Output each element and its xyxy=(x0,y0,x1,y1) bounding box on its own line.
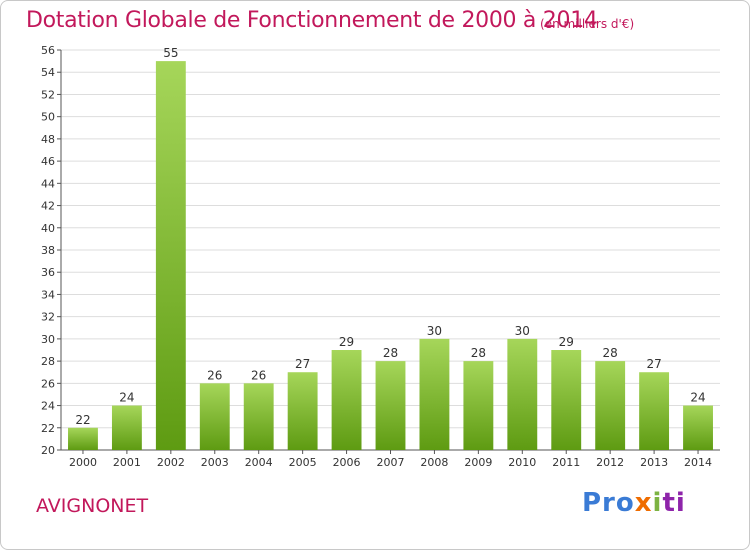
ytick-label-30: 30 xyxy=(41,333,55,346)
xtick-label-2005: 2005 xyxy=(289,456,317,469)
value-label-2005: 27 xyxy=(295,357,310,371)
logo-part-1: Pro xyxy=(582,488,635,518)
value-label-2004: 26 xyxy=(251,368,266,382)
ytick-label-26: 26 xyxy=(41,377,55,390)
bar-2005 xyxy=(287,372,318,450)
logo-part-4: ti xyxy=(662,488,686,518)
value-label-2002: 55 xyxy=(163,46,178,60)
value-label-2011: 29 xyxy=(559,335,574,349)
value-label-2007: 28 xyxy=(383,346,398,360)
ytick-label-34: 34 xyxy=(41,288,55,301)
ytick-label-38: 38 xyxy=(41,244,55,257)
ytick-label-44: 44 xyxy=(41,177,55,190)
ytick-label-20: 20 xyxy=(41,444,55,457)
logo-part-2: x xyxy=(634,488,653,518)
xtick-label-2012: 2012 xyxy=(596,456,624,469)
bar-2001 xyxy=(111,405,142,450)
value-label-2013: 27 xyxy=(646,357,661,371)
xtick-label-2013: 2013 xyxy=(640,456,668,469)
xtick-label-2000: 2000 xyxy=(69,456,97,469)
xtick-label-2008: 2008 xyxy=(420,456,448,469)
xtick-label-2004: 2004 xyxy=(245,456,273,469)
ytick-label-52: 52 xyxy=(41,88,55,101)
ytick-label-24: 24 xyxy=(41,400,55,413)
bar-2003 xyxy=(199,383,230,450)
bar-2010 xyxy=(507,338,538,450)
bar-2012 xyxy=(595,361,626,450)
value-label-2006: 29 xyxy=(339,335,354,349)
xtick-label-2006: 2006 xyxy=(333,456,361,469)
chart-unit: (en milliers d'€) xyxy=(540,17,635,31)
ytick-label-36: 36 xyxy=(41,266,55,279)
xtick-label-2014: 2014 xyxy=(684,456,712,469)
value-label-2000: 22 xyxy=(75,413,90,427)
bar-2004 xyxy=(243,383,274,450)
chart-title: Dotation Globale de Fonctionnement de 20… xyxy=(26,8,598,33)
bar-2008 xyxy=(419,338,450,450)
xtick-label-2010: 2010 xyxy=(508,456,536,469)
bar-2014 xyxy=(683,405,713,450)
ytick-label-56: 56 xyxy=(41,44,55,57)
value-label-2008: 30 xyxy=(427,324,442,338)
ytick-label-32: 32 xyxy=(41,311,55,324)
xtick-label-2003: 2003 xyxy=(201,456,229,469)
ytick-label-40: 40 xyxy=(41,222,55,235)
ytick-label-42: 42 xyxy=(41,200,55,213)
xtick-label-2007: 2007 xyxy=(377,456,405,469)
value-label-2010: 30 xyxy=(515,324,530,338)
commune-name: AVIGNONET xyxy=(36,495,149,517)
proxiti-logo: Proxiti xyxy=(582,488,686,518)
value-label-2009: 28 xyxy=(471,346,486,360)
xtick-label-2009: 2009 xyxy=(464,456,492,469)
value-label-2014: 24 xyxy=(690,391,705,405)
xtick-label-2002: 2002 xyxy=(157,456,185,469)
value-label-2012: 28 xyxy=(603,346,618,360)
xtick-label-2001: 2001 xyxy=(113,456,141,469)
ytick-label-22: 22 xyxy=(41,422,55,435)
bar-2002 xyxy=(155,61,186,450)
bar-2009 xyxy=(463,361,494,450)
bar-2013 xyxy=(639,372,670,450)
ytick-label-48: 48 xyxy=(41,133,55,146)
bar-2006 xyxy=(331,350,362,450)
value-label-2001: 24 xyxy=(119,391,134,405)
value-label-2003: 26 xyxy=(207,368,222,382)
ytick-label-54: 54 xyxy=(41,66,55,79)
ytick-label-28: 28 xyxy=(41,355,55,368)
bar-2000 xyxy=(68,427,98,450)
ytick-label-50: 50 xyxy=(41,111,55,124)
logo-part-3: i xyxy=(652,488,663,518)
bar-2011 xyxy=(551,350,582,450)
xtick-label-2011: 2011 xyxy=(552,456,580,469)
ytick-label-46: 46 xyxy=(41,155,55,168)
bar-2007 xyxy=(375,361,406,450)
